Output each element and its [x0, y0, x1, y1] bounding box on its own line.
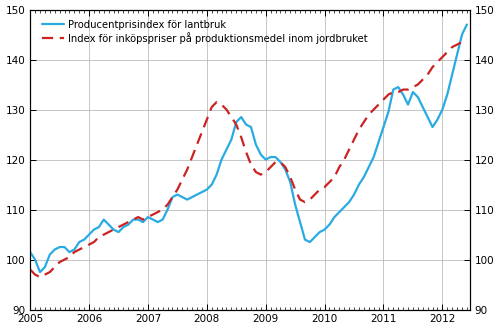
- Legend: Producentprisindex för lantbruk, Index för inköpspriser på produktionsmedel inom: Producentprisindex för lantbruk, Index f…: [40, 17, 369, 46]
